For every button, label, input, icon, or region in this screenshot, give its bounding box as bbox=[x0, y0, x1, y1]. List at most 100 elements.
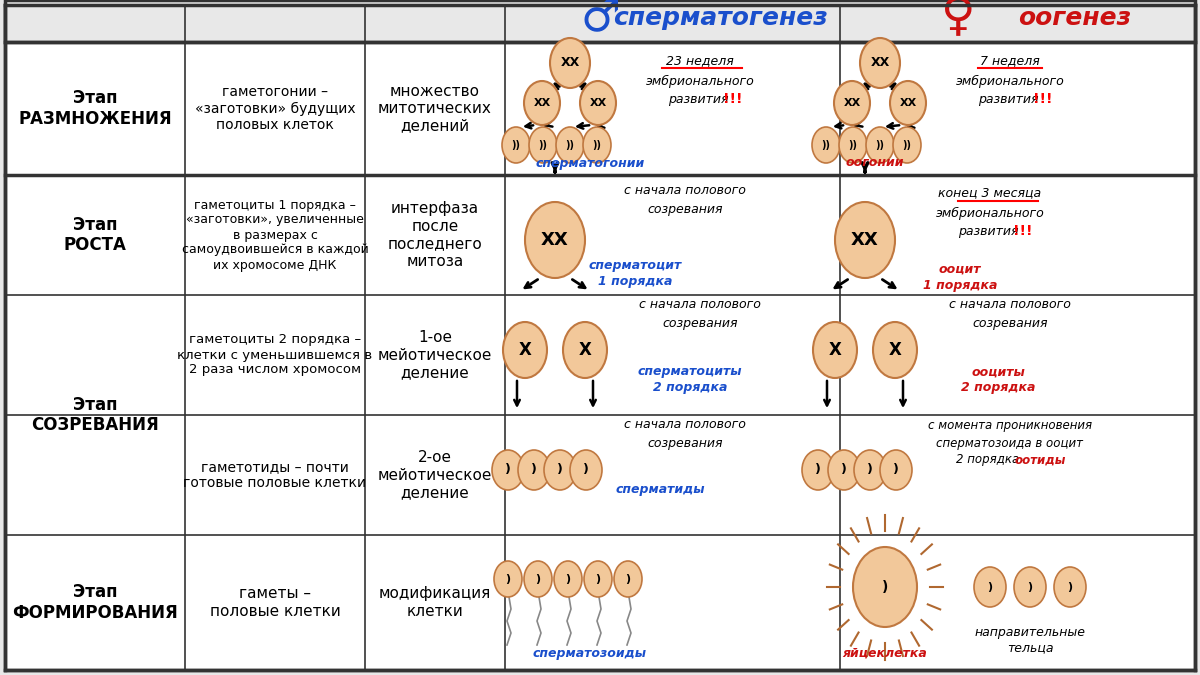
Ellipse shape bbox=[524, 561, 552, 597]
Text: ♂: ♂ bbox=[580, 0, 620, 40]
Text: сперматоцит: сперматоцит bbox=[588, 259, 682, 271]
Text: X: X bbox=[578, 341, 592, 359]
Text: Этап
РОСТА: Этап РОСТА bbox=[64, 215, 126, 254]
Text: сперматиды: сперматиды bbox=[616, 483, 704, 497]
Text: ): ) bbox=[988, 582, 992, 592]
Text: гаметоциты 1 порядка –
«заготовки», увеличенные
в размерах с
самоудвоившейся в к: гаметоциты 1 порядка – «заготовки», увел… bbox=[181, 198, 368, 271]
Text: Этап
ФОРМИРОВАНИЯ: Этап ФОРМИРОВАНИЯ bbox=[12, 583, 178, 622]
Text: ооциты: ооциты bbox=[971, 365, 1025, 379]
Ellipse shape bbox=[834, 81, 870, 125]
Text: XX: XX bbox=[589, 98, 607, 108]
Text: XX: XX bbox=[870, 57, 889, 70]
Text: созревания: созревания bbox=[647, 437, 722, 450]
Text: созревания: созревания bbox=[647, 202, 722, 215]
Text: Этап
СОЗРЕВАНИЯ: Этап СОЗРЕВАНИЯ bbox=[31, 396, 158, 435]
Text: 7 неделя: 7 неделя bbox=[980, 55, 1040, 68]
Text: направительные
тельца: направительные тельца bbox=[974, 626, 1086, 654]
Text: конец 3 месяца: конец 3 месяца bbox=[938, 186, 1042, 200]
Text: )): )) bbox=[565, 140, 575, 150]
Ellipse shape bbox=[554, 561, 582, 597]
Text: !!!: !!! bbox=[1013, 224, 1033, 238]
Text: ): ) bbox=[625, 574, 630, 584]
Text: XX: XX bbox=[844, 98, 860, 108]
Text: X: X bbox=[518, 341, 532, 359]
Ellipse shape bbox=[583, 127, 611, 163]
Ellipse shape bbox=[1054, 567, 1086, 607]
Text: с начала полового: с начала полового bbox=[624, 418, 746, 431]
Text: гаметотиды – почти
готовые половые клетки: гаметотиды – почти готовые половые клетк… bbox=[184, 460, 366, 490]
Text: 1 порядка: 1 порядка bbox=[598, 275, 672, 288]
Text: 23 неделя: 23 неделя bbox=[666, 55, 734, 68]
Text: эмбрионального: эмбрионального bbox=[646, 74, 755, 88]
Text: ): ) bbox=[868, 464, 872, 477]
Text: сперматоциты: сперматоциты bbox=[637, 365, 743, 379]
Ellipse shape bbox=[494, 561, 522, 597]
Ellipse shape bbox=[503, 322, 547, 378]
Text: сперматогенез: сперматогенез bbox=[613, 6, 827, 30]
Text: )): )) bbox=[848, 140, 858, 150]
Text: ): ) bbox=[882, 580, 888, 594]
Text: ): ) bbox=[893, 464, 899, 477]
Text: )): )) bbox=[539, 140, 547, 150]
Text: !!!: !!! bbox=[724, 92, 743, 106]
Text: ): ) bbox=[532, 464, 536, 477]
Text: сперматогонии: сперматогонии bbox=[535, 157, 644, 169]
Ellipse shape bbox=[874, 322, 917, 378]
Text: XX: XX bbox=[899, 98, 917, 108]
Ellipse shape bbox=[529, 127, 557, 163]
Ellipse shape bbox=[614, 561, 642, 597]
Text: )): )) bbox=[902, 140, 912, 150]
Text: 2 порядка: 2 порядка bbox=[653, 381, 727, 394]
Text: !!!: !!! bbox=[1033, 92, 1052, 106]
Text: оогонии: оогонии bbox=[846, 157, 905, 169]
Text: гаметоциты 2 порядка –
клетки с уменьшившемся в
2 раза числом хромосом: гаметоциты 2 порядка – клетки с уменьшив… bbox=[178, 333, 372, 377]
Text: созревания: созревания bbox=[662, 317, 738, 329]
Text: ): ) bbox=[535, 574, 540, 584]
Text: 2 порядка: 2 порядка bbox=[961, 381, 1036, 394]
Text: модификация
клетки: модификация клетки bbox=[379, 587, 491, 619]
Text: сперматозоида в ооцит: сперматозоида в ооцит bbox=[936, 437, 1084, 450]
Text: X: X bbox=[888, 341, 901, 359]
Ellipse shape bbox=[890, 81, 926, 125]
Text: эмбрионального: эмбрионального bbox=[955, 74, 1064, 88]
Text: 1-ое
мейотическое
деление: 1-ое мейотическое деление bbox=[378, 330, 492, 380]
Text: с начала полового: с начала полового bbox=[949, 298, 1070, 311]
Text: )): )) bbox=[593, 140, 601, 150]
Text: ): ) bbox=[1027, 582, 1032, 592]
Ellipse shape bbox=[584, 561, 612, 597]
Text: )): )) bbox=[876, 140, 884, 150]
Ellipse shape bbox=[880, 450, 912, 490]
Ellipse shape bbox=[556, 127, 584, 163]
Ellipse shape bbox=[835, 202, 895, 278]
Text: 2-ое
мейотическое
деление: 2-ое мейотическое деление bbox=[378, 450, 492, 500]
Text: XX: XX bbox=[851, 231, 878, 249]
Ellipse shape bbox=[812, 127, 840, 163]
Text: ): ) bbox=[841, 464, 847, 477]
Ellipse shape bbox=[974, 567, 1006, 607]
Ellipse shape bbox=[524, 81, 560, 125]
Text: с момента проникновения: с момента проникновения bbox=[928, 418, 1092, 431]
Text: гаметогонии –
«заготовки» будущих
половых клеток: гаметогонии – «заготовки» будущих половы… bbox=[194, 85, 355, 132]
Ellipse shape bbox=[580, 81, 616, 125]
Text: ♀: ♀ bbox=[941, 0, 976, 40]
Text: оогенез: оогенез bbox=[1019, 6, 1132, 30]
Ellipse shape bbox=[828, 450, 860, 490]
Ellipse shape bbox=[802, 450, 834, 490]
Text: XX: XX bbox=[533, 98, 551, 108]
Text: ): ) bbox=[1068, 582, 1073, 592]
Text: ооцит: ооцит bbox=[938, 263, 982, 275]
Text: эмбрионального: эмбрионального bbox=[936, 207, 1044, 219]
Ellipse shape bbox=[518, 450, 550, 490]
Text: 2 порядка: 2 порядка bbox=[956, 454, 1024, 466]
Ellipse shape bbox=[893, 127, 922, 163]
Ellipse shape bbox=[853, 547, 917, 627]
Text: гаметы –
половые клетки: гаметы – половые клетки bbox=[210, 587, 341, 619]
Text: созревания: созревания bbox=[972, 317, 1048, 329]
Text: ): ) bbox=[583, 464, 589, 477]
Text: X: X bbox=[828, 341, 841, 359]
Text: )): )) bbox=[511, 140, 521, 150]
Text: 1 порядка: 1 порядка bbox=[923, 279, 997, 292]
Ellipse shape bbox=[854, 450, 886, 490]
Text: яйцеклетка: яйцеклетка bbox=[842, 647, 928, 659]
Ellipse shape bbox=[502, 127, 530, 163]
